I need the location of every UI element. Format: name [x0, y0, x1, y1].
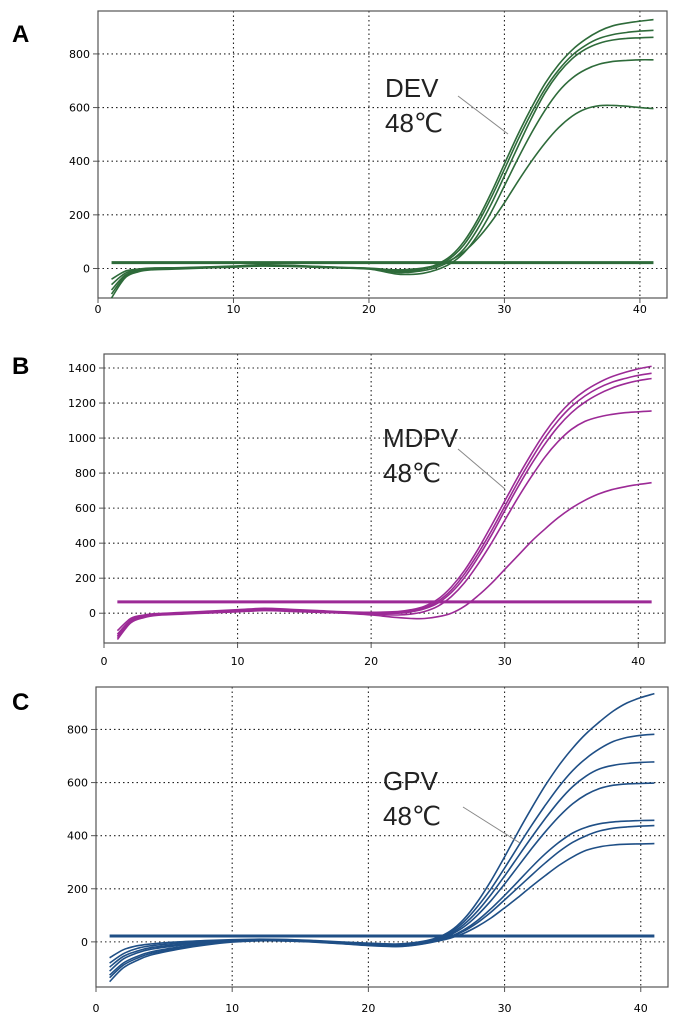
y-tick-label: 600	[67, 777, 88, 790]
y-tick-label: 0	[81, 936, 88, 949]
annotation-leader-line	[457, 95, 509, 135]
y-tick-label: 0	[89, 607, 96, 620]
panel-letter: C	[12, 689, 29, 716]
x-tick-label: 0	[93, 1002, 100, 1015]
y-tick-label: 400	[67, 830, 88, 843]
amplification-curve	[116, 481, 652, 640]
panel-letter: A	[12, 21, 29, 48]
amplification-curve	[111, 104, 654, 280]
amplification-curve	[109, 842, 655, 983]
x-tick-label: 0	[95, 303, 102, 316]
x-tick-label: 20	[362, 303, 376, 316]
amplification-curve	[110, 36, 654, 295]
x-tick-label: 10	[231, 655, 245, 668]
y-tick-label: 1200	[68, 397, 96, 410]
plot-frame	[95, 686, 669, 988]
x-tick-label: 40	[633, 303, 647, 316]
x-tick-label: 20	[361, 1002, 375, 1015]
y-tick-label: 0	[83, 262, 90, 275]
annotation-label: 48℃	[383, 458, 441, 488]
amplification-curve	[110, 58, 654, 299]
x-tick-label: 40	[631, 655, 645, 668]
x-tick-label: 20	[364, 655, 378, 668]
y-tick-label: 600	[75, 502, 96, 515]
x-tick-label: 0	[101, 655, 108, 668]
panel-letter: B	[12, 353, 29, 380]
annotation-label: DEV	[385, 73, 439, 103]
amplification-curve	[109, 733, 655, 964]
x-tick-label: 10	[225, 1002, 239, 1015]
y-tick-label: 200	[69, 209, 90, 222]
y-tick-label: 1400	[68, 362, 96, 375]
annotation-leader-line	[462, 806, 521, 844]
x-tick-label: 30	[498, 655, 512, 668]
y-tick-label: 200	[67, 883, 88, 896]
panel-b-chart: B0 10 20 30 400200400600800100012001400MDPV4…	[12, 353, 666, 668]
y-tick-label: 400	[69, 155, 90, 168]
x-tick-label: 40	[634, 1002, 648, 1015]
annotation-leader-line	[457, 448, 506, 490]
y-tick-label: 800	[75, 467, 96, 480]
plot-frame	[103, 353, 666, 644]
y-tick-label: 800	[67, 723, 88, 736]
amplification-curve	[110, 29, 654, 291]
x-tick-label: 30	[497, 303, 511, 316]
x-tick-label: 30	[498, 1002, 512, 1015]
x-tick-label: 10	[226, 303, 240, 316]
y-tick-label: 200	[75, 572, 96, 585]
y-tick-label: 400	[75, 537, 96, 550]
y-tick-label: 1000	[68, 432, 96, 445]
y-tick-label: 800	[69, 48, 90, 61]
annotation-label: 48℃	[383, 801, 441, 831]
amplification-curve	[109, 692, 655, 959]
annotation-label: GPV	[383, 766, 439, 796]
annotation-label: MDPV	[383, 423, 459, 453]
amplification-curve	[109, 819, 655, 976]
amplification-curve	[109, 824, 655, 979]
annotation-label: 48℃	[385, 108, 443, 138]
y-tick-label: 600	[69, 102, 90, 115]
plot-frame	[97, 10, 668, 299]
